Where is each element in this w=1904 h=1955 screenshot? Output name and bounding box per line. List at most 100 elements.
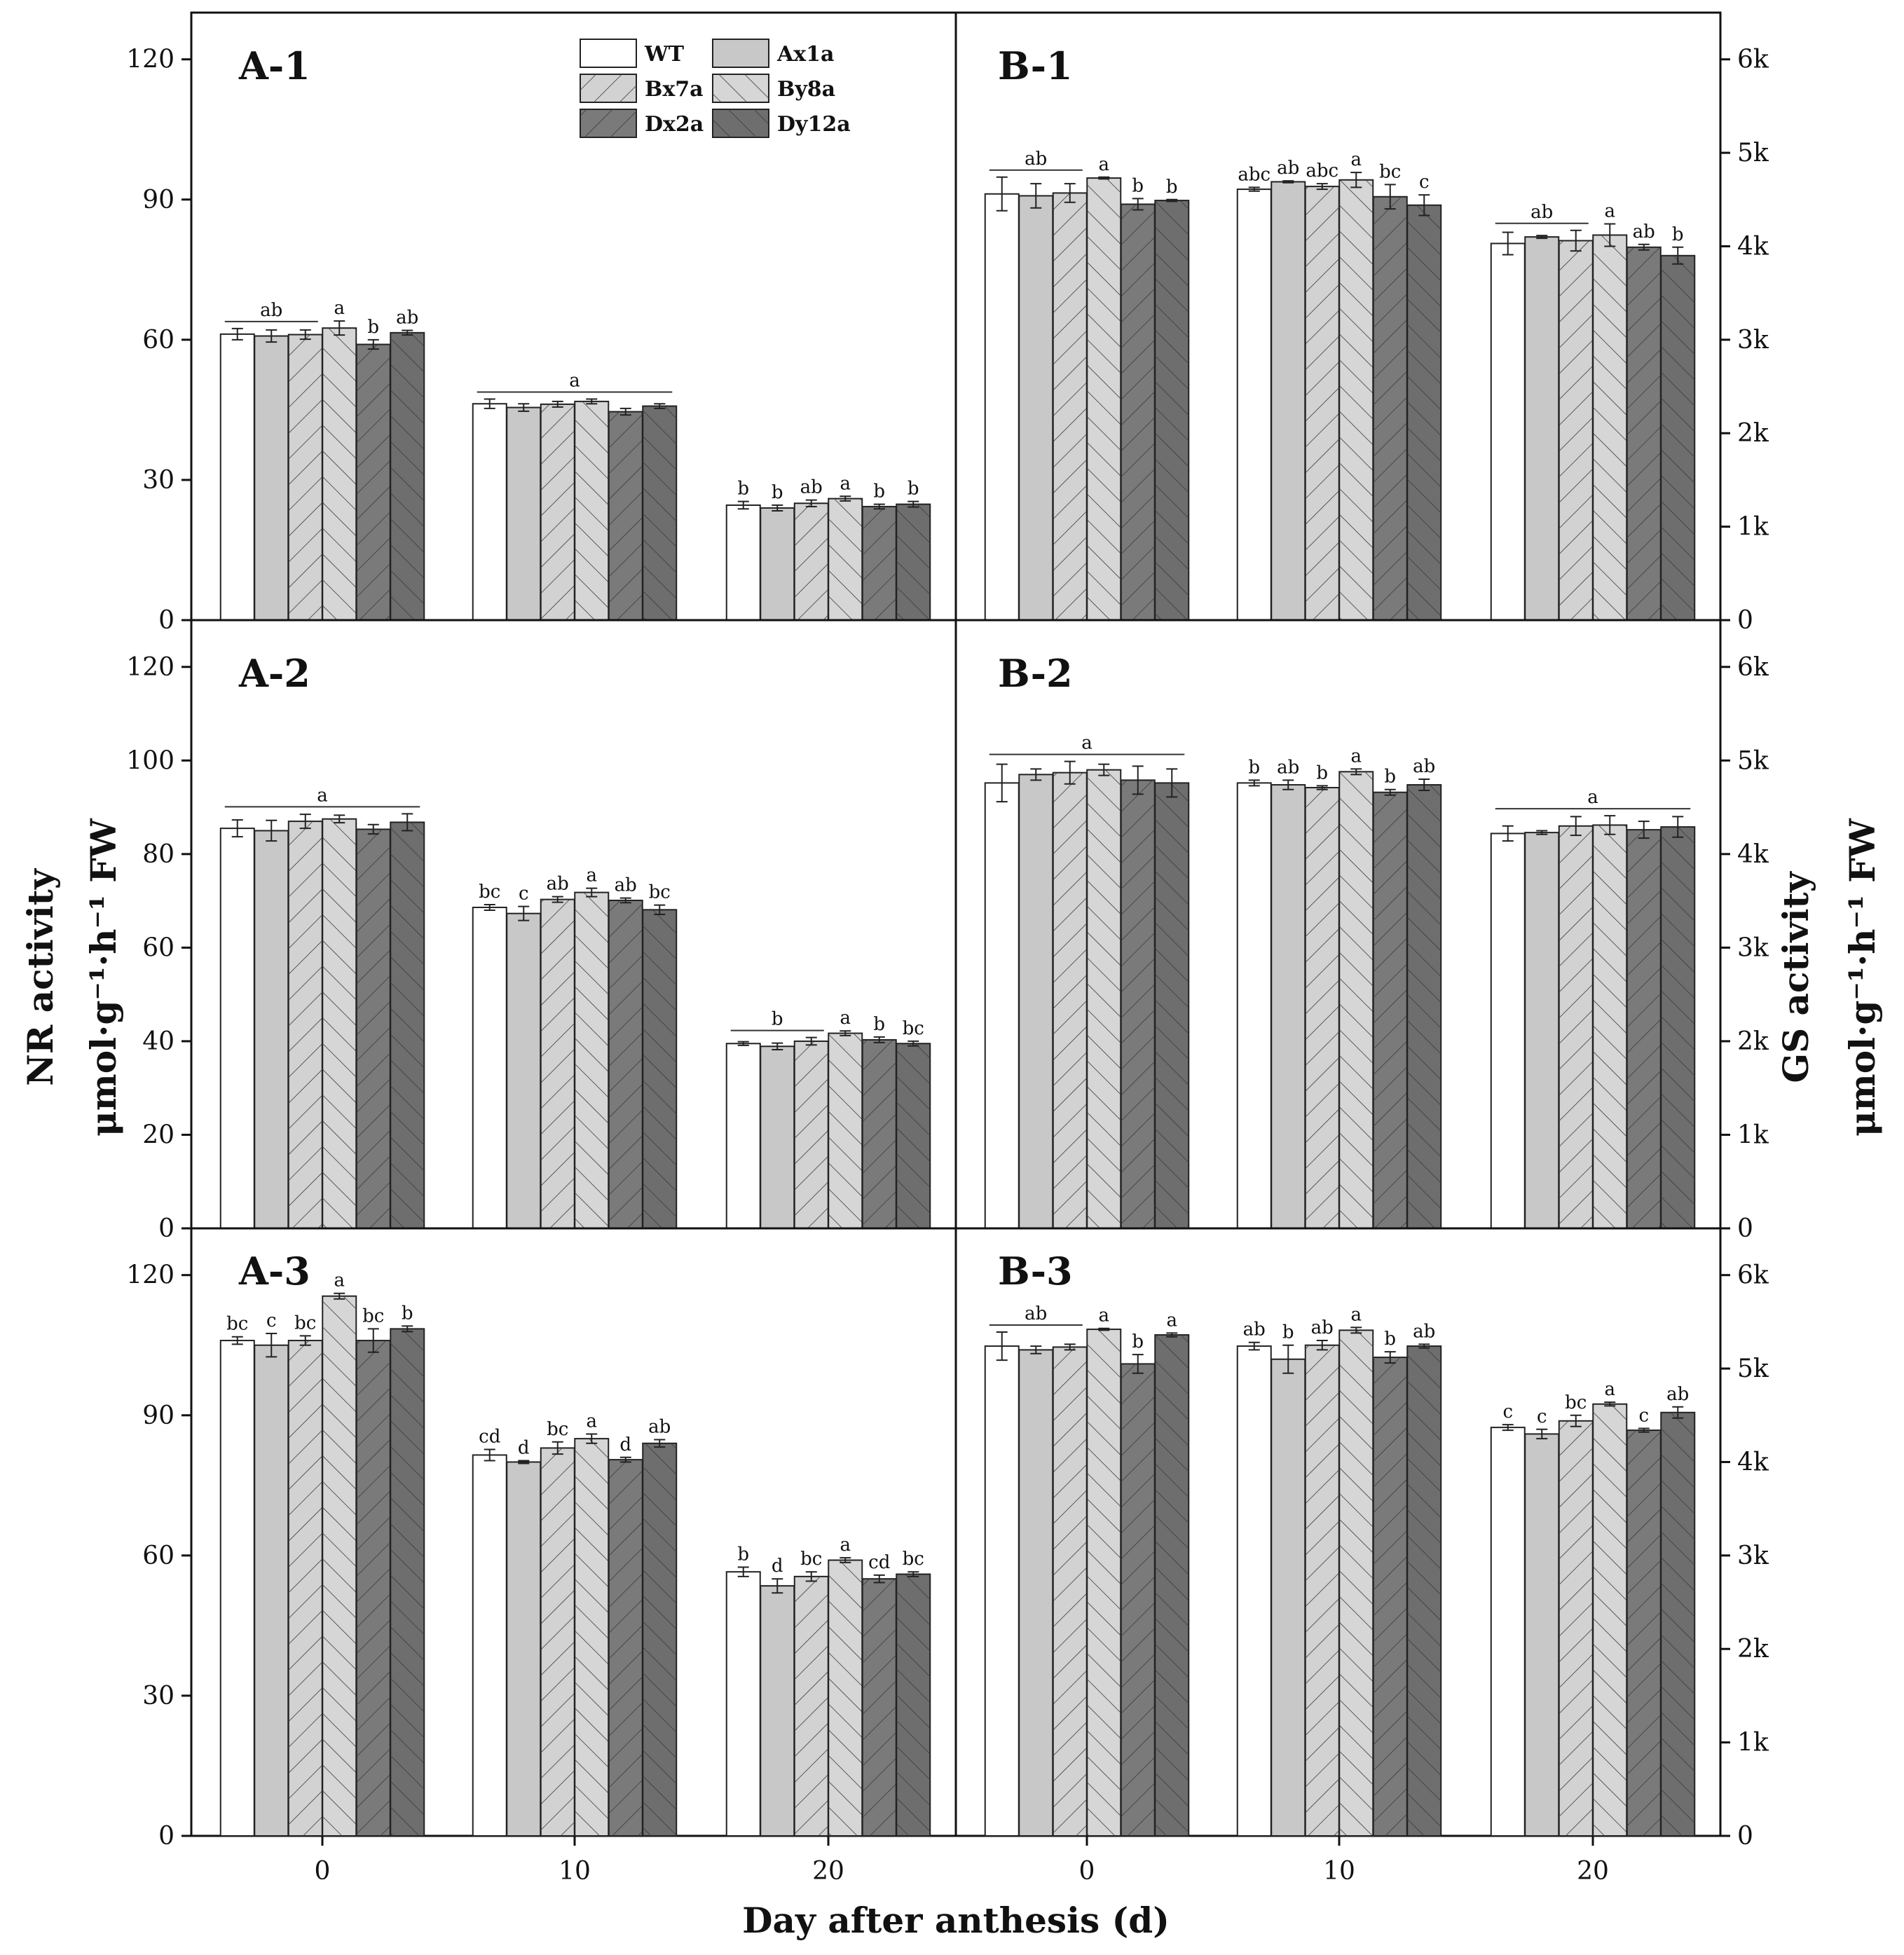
x-tick-label: 20 bbox=[1577, 1857, 1609, 1886]
significance-letter: c bbox=[1419, 172, 1430, 193]
significance-letter: d bbox=[619, 1434, 631, 1455]
group-letter: ab bbox=[1530, 202, 1553, 223]
y-tick-label: 100 bbox=[126, 746, 174, 775]
bar bbox=[760, 507, 795, 622]
panel-label: A-3 bbox=[238, 1249, 310, 1294]
bar-hatch bbox=[356, 829, 390, 1228]
bar-hatch bbox=[1559, 1420, 1593, 1836]
bar bbox=[984, 193, 1020, 621]
significance-letter: bc bbox=[800, 1549, 822, 1570]
bar-hatch bbox=[794, 503, 828, 620]
significance-letter: b bbox=[1248, 757, 1260, 778]
y-tick-label: 4k bbox=[1737, 840, 1769, 869]
bar-hatch bbox=[1087, 769, 1121, 1228]
significance-letter: c bbox=[519, 884, 529, 905]
y-tick-label: 40 bbox=[142, 1027, 174, 1056]
legend-label: Ax1a bbox=[776, 42, 834, 67]
significance-letter: ab bbox=[1413, 1321, 1435, 1342]
significance-letter: b bbox=[1384, 767, 1396, 788]
significance-letter: b bbox=[1282, 1322, 1294, 1343]
bar-hatch bbox=[288, 334, 322, 620]
group-letter: a bbox=[1587, 787, 1598, 808]
bar-hatch bbox=[356, 344, 390, 620]
significance-letter: b bbox=[737, 479, 749, 500]
bar bbox=[1524, 832, 1560, 1229]
bar-hatch bbox=[1155, 1335, 1189, 1836]
x-tick-label: 0 bbox=[1079, 1857, 1095, 1886]
bar-hatch bbox=[828, 1033, 863, 1228]
y-tick-label: 5k bbox=[1737, 139, 1769, 167]
significance-letter: a bbox=[586, 865, 597, 886]
bar-hatch bbox=[1053, 193, 1087, 620]
significance-letter: b bbox=[1166, 177, 1178, 198]
bar-hatch bbox=[390, 822, 425, 1228]
bar-hatch bbox=[1121, 1364, 1155, 1836]
y-tick-label: 0 bbox=[1737, 1214, 1753, 1243]
y-tick-label: 1k bbox=[1737, 1120, 1769, 1149]
bar bbox=[472, 906, 507, 1230]
significance-letter: ab bbox=[547, 874, 569, 895]
bar-hatch bbox=[540, 1448, 575, 1836]
bar-hatch bbox=[1407, 785, 1441, 1228]
significance-letter: a bbox=[1350, 746, 1362, 767]
legend-swatch bbox=[712, 39, 769, 68]
significance-letter: a bbox=[334, 298, 345, 319]
bar-hatch bbox=[1407, 1346, 1441, 1836]
bar-hatch bbox=[1626, 247, 1661, 620]
significance-letter: b bbox=[1316, 762, 1328, 783]
bar-hatch bbox=[1626, 1430, 1661, 1836]
legend-swatch-hatch bbox=[580, 109, 636, 137]
significance-letter: b bbox=[1672, 224, 1684, 245]
significance-letter: b bbox=[873, 1014, 885, 1035]
right-axis-title: GS activity μmol·g⁻¹·h⁻¹ FW bbox=[1775, 818, 1883, 1136]
bar bbox=[1524, 1433, 1560, 1837]
bar bbox=[254, 830, 289, 1229]
left-axis-title: NR activity μmol·g⁻¹·h⁻¹ FW bbox=[20, 818, 124, 1136]
left-axis-title-line1: NR activity bbox=[20, 867, 61, 1086]
bar-hatch bbox=[1661, 1412, 1695, 1836]
y-tick-label: 2k bbox=[1737, 1635, 1769, 1664]
y-tick-label: 4k bbox=[1737, 232, 1769, 261]
y-tick-label: 6k bbox=[1737, 1261, 1769, 1290]
legend-item: Ax1a bbox=[712, 39, 834, 68]
group-letter: a bbox=[569, 371, 580, 392]
significance-letter: a bbox=[586, 1411, 597, 1432]
bar-hatch bbox=[1339, 179, 1374, 621]
significance-letter: b bbox=[1384, 1329, 1396, 1350]
bar bbox=[1236, 188, 1272, 621]
bar bbox=[725, 1043, 761, 1230]
significance-letter: cd bbox=[479, 1426, 500, 1447]
y-tick-label: 0 bbox=[1737, 606, 1753, 635]
bar-hatch bbox=[643, 406, 677, 620]
y-tick-label: 0 bbox=[158, 1822, 174, 1851]
bar bbox=[506, 406, 542, 621]
bar-hatch bbox=[1559, 240, 1593, 620]
significance-letter: ab bbox=[1277, 158, 1299, 179]
significance-letter: a bbox=[1098, 1305, 1109, 1326]
legend-label: Dx2a bbox=[645, 112, 704, 137]
panel-label: B-2 bbox=[998, 651, 1073, 696]
y-tick-label: 90 bbox=[142, 1401, 174, 1430]
bar bbox=[1490, 242, 1526, 621]
legend-item: Dx2a bbox=[580, 109, 704, 138]
significance-letter: d bbox=[772, 1556, 783, 1577]
significance-letter: a bbox=[840, 1535, 851, 1556]
bar-hatch bbox=[1593, 825, 1627, 1228]
significance-letter: a bbox=[1350, 1304, 1362, 1325]
bar-hatch bbox=[322, 1296, 357, 1836]
bar-hatch bbox=[1626, 830, 1661, 1228]
bar bbox=[219, 1340, 255, 1837]
significance-letter: ab bbox=[1277, 757, 1299, 778]
y-tick-label: 30 bbox=[142, 1682, 174, 1710]
bar-hatch bbox=[1661, 827, 1695, 1228]
bar-hatch bbox=[896, 504, 931, 620]
significance-letter: b bbox=[367, 317, 379, 338]
legend-item: WT bbox=[580, 39, 685, 68]
bar-hatch bbox=[356, 1340, 390, 1836]
bar-hatch bbox=[1559, 825, 1593, 1228]
right-axis-title-line1: GS activity bbox=[1775, 870, 1816, 1083]
bar bbox=[1271, 181, 1306, 621]
legend-swatch bbox=[580, 39, 637, 68]
